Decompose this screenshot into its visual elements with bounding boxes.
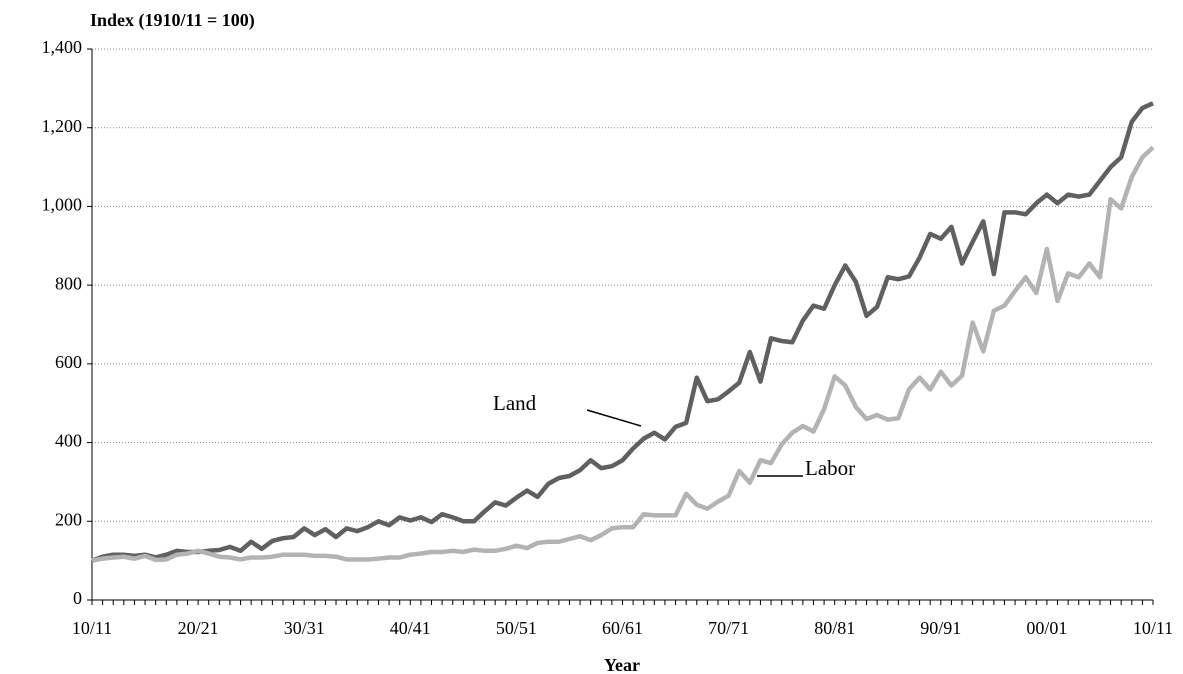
y-tick-label: 0 xyxy=(73,588,82,608)
x-tick-label: 90/91 xyxy=(920,618,961,638)
x-tick-label: 30/31 xyxy=(284,618,325,638)
y-tick-label: 200 xyxy=(55,509,82,529)
y-axis-title: Index (1910/11 = 100) xyxy=(90,10,255,31)
line-1 xyxy=(91,145,1155,563)
y-tick-label: 600 xyxy=(55,352,82,372)
y-tick-label: 1,400 xyxy=(42,37,83,57)
y-tick-label: 800 xyxy=(55,273,82,293)
x-tick-label: 40/41 xyxy=(390,618,431,638)
x-tick-label: 10/11 xyxy=(72,618,112,638)
x-tick-label: 10/11 xyxy=(1133,618,1173,638)
x-tick-label: 60/61 xyxy=(602,618,643,638)
x-tick-label: 80/81 xyxy=(814,618,855,638)
label-leader xyxy=(586,409,642,427)
y-tick-label: 400 xyxy=(55,431,82,451)
series-label: Labor xyxy=(805,456,855,480)
x-tick-label: 00/01 xyxy=(1026,618,1067,638)
x-tick-label: 50/51 xyxy=(496,618,537,638)
y-tick-label: 1,000 xyxy=(42,195,83,215)
y-tick-label: 1,200 xyxy=(42,116,83,136)
line-0 xyxy=(91,101,1154,563)
x-axis-title: Year xyxy=(604,655,640,674)
series-label: Land xyxy=(493,391,537,415)
x-tick-label: 20/21 xyxy=(178,618,219,638)
x-tick-label: 70/71 xyxy=(708,618,749,638)
